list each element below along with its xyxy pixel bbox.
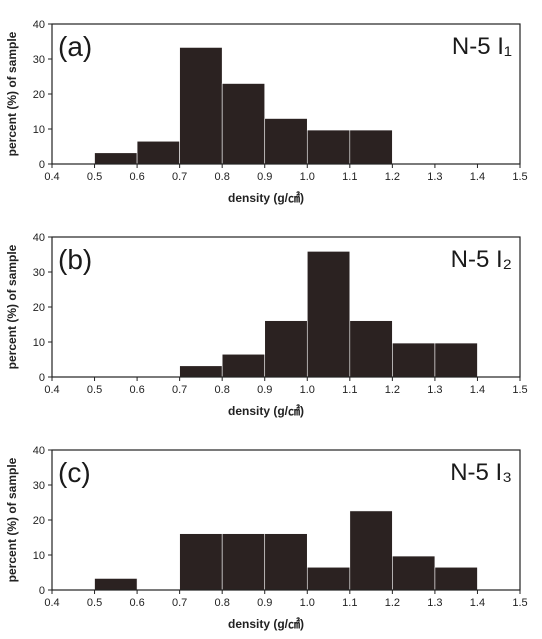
x-tick-label: 0.9 (257, 384, 272, 396)
panel-label: (a) (58, 31, 92, 62)
histogram-bar (221, 83, 266, 165)
histogram-bar (306, 129, 351, 165)
y-tick-label: 20 (33, 302, 45, 314)
x-axis-label: density (g/㎠) (228, 403, 304, 418)
x-tick-label: 1.1 (342, 597, 357, 609)
histogram-bar (349, 320, 393, 378)
sample-label: N-5 I₁ (452, 33, 512, 60)
histogram-panel-2: 0.4 0.5 0.6 0.7 0.8 0.9 1.0 1.1 1.2 1.3 1.4 1.5 0 10 2… (5, 232, 528, 418)
x-tick-label: 0.7 (172, 384, 187, 396)
x-tick-label: 0.5 (87, 384, 102, 396)
x-tick-label: 0.7 (172, 597, 187, 609)
panel-label: (b) (58, 244, 92, 275)
histogram-bar (179, 47, 223, 165)
x-tick-label: 0.7 (172, 171, 187, 183)
y-tick-label: 40 (33, 445, 45, 457)
x-tick-label: 1.2 (385, 597, 400, 609)
x-tick-label: 1.5 (512, 171, 527, 183)
y-tick-label: 0 (39, 372, 45, 384)
y-tick-label: 30 (33, 267, 45, 279)
y-tick-label: 40 (33, 19, 45, 31)
y-tick-label: 30 (33, 54, 45, 66)
y-axis-label: percent (%) of sample (5, 244, 19, 369)
y-tick-label: 10 (33, 550, 45, 562)
y-axis-label: percent (%) of sample (5, 457, 19, 582)
x-axis-label: density (g/㎠) (228, 616, 304, 631)
x-tick-label: 1.0 (300, 171, 315, 183)
x-tick-label: 0.6 (129, 384, 144, 396)
x-tick-label: 1.2 (385, 384, 400, 396)
x-tick-label: 0.4 (44, 384, 59, 396)
histogram-bar (221, 533, 266, 591)
y-tick-label: 0 (39, 585, 45, 597)
x-tick-label: 0.9 (257, 171, 272, 183)
histogram-bar (221, 353, 266, 378)
x-tick-label: 0.8 (215, 171, 230, 183)
sample-label: N-5 I₃ (450, 459, 512, 486)
y-tick-label: 10 (33, 337, 45, 349)
x-tick-label: 1.3 (427, 597, 442, 609)
histogram-bar (434, 566, 478, 591)
x-tick-label: 0.5 (87, 597, 102, 609)
x-tick-label: 0.8 (215, 597, 230, 609)
histogram-bar (392, 555, 436, 591)
y-tick-label: 20 (33, 89, 45, 101)
histogram-bar (264, 320, 308, 378)
panel-label: (c) (58, 457, 91, 488)
histogram-bar (179, 533, 223, 591)
x-tick-label: 1.2 (385, 171, 400, 183)
x-tick-label: 0.4 (44, 597, 59, 609)
x-tick-label: 1.5 (512, 384, 527, 396)
histogram-bar (136, 140, 180, 165)
x-tick-label: 1.4 (470, 171, 485, 183)
histogram-bar (306, 566, 351, 591)
x-tick-label: 1.5 (512, 597, 527, 609)
y-tick-label: 40 (33, 232, 45, 244)
y-tick-label: 10 (33, 124, 45, 136)
x-tick-label: 1.0 (300, 597, 315, 609)
histogram-bar (306, 251, 351, 378)
x-tick-label: 0.6 (129, 171, 144, 183)
histogram-bar (392, 342, 436, 378)
histogram-bar (434, 342, 478, 378)
x-tick-label: 0.4 (44, 171, 59, 183)
histogram-bar (264, 533, 308, 591)
histogram-bar (94, 152, 138, 165)
x-tick-label: 1.0 (300, 384, 315, 396)
y-tick-label: 0 (39, 159, 45, 171)
x-tick-label: 1.4 (470, 384, 485, 396)
histogram-bar (179, 365, 223, 378)
x-tick-label: 0.8 (215, 384, 230, 396)
x-tick-label: 0.5 (87, 171, 102, 183)
x-tick-label: 1.1 (342, 171, 357, 183)
x-tick-label: 0.6 (129, 597, 144, 609)
x-tick-label: 1.4 (470, 597, 485, 609)
y-tick-label: 30 (33, 480, 45, 492)
histogram-panel-1: 0.4 0.5 0.6 0.7 0.8 0.9 1.0 1.1 1.2 1.3 1.4 1.5 0 10 2… (5, 19, 528, 205)
y-axis-label: percent (%) of sample (5, 31, 19, 156)
x-tick-label: 1.1 (342, 384, 357, 396)
histogram-bar (264, 118, 308, 165)
x-axis-label: density (g/㎠) (228, 190, 304, 205)
histogram-bar (349, 510, 393, 591)
x-tick-label: 0.9 (257, 597, 272, 609)
x-tick-label: 1.3 (427, 384, 442, 396)
x-tick-label: 1.3 (427, 171, 442, 183)
histogram-bar (94, 578, 138, 591)
histogram-bar (349, 129, 393, 165)
histogram-panel-3: 0.4 0.5 0.6 0.7 0.8 0.9 1.0 1.1 1.2 1.3 1.4 1.5 0 10 2… (5, 445, 528, 631)
sample-label: N-5 I₂ (451, 246, 512, 273)
y-tick-label: 20 (33, 515, 45, 527)
